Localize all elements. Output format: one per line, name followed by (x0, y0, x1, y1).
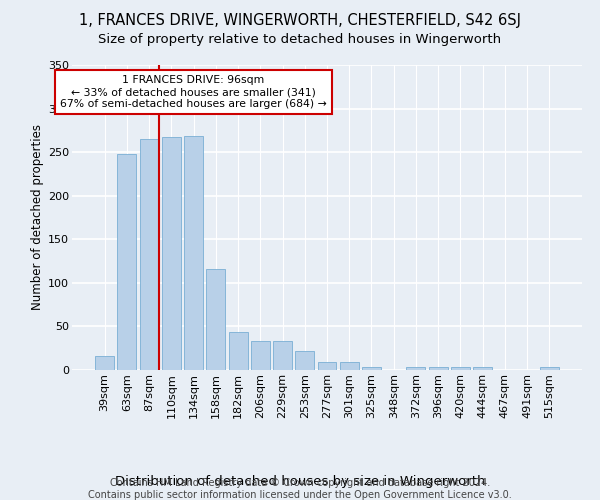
Bar (251, 341, 270, 370)
Text: 1 FRANCES DRIVE: 96sqm
← 33% of detached houses are smaller (341)
67% of semi-de: 1 FRANCES DRIVE: 96sqm ← 33% of detached… (60, 76, 327, 108)
Text: 1, FRANCES DRIVE, WINGERWORTH, CHESTERFIELD, S42 6SJ: 1, FRANCES DRIVE, WINGERWORTH, CHESTERFI… (79, 12, 521, 28)
Bar (340, 362, 359, 370)
Bar (184, 136, 203, 370)
Bar (118, 154, 136, 370)
Bar (206, 269, 225, 370)
Bar (273, 341, 292, 370)
Text: Contains HM Land Registry data © Crown copyright and database right 2024.
Contai: Contains HM Land Registry data © Crown c… (88, 478, 512, 500)
Bar (295, 351, 314, 370)
Bar (451, 366, 470, 370)
Text: Size of property relative to detached houses in Wingerworth: Size of property relative to detached ho… (98, 32, 502, 46)
Y-axis label: Number of detached properties: Number of detached properties (31, 124, 44, 310)
Bar (317, 362, 337, 370)
Bar (406, 368, 425, 370)
Bar (162, 138, 181, 370)
Text: Distribution of detached houses by size in Wingerworth: Distribution of detached houses by size … (115, 474, 485, 488)
Bar (229, 332, 248, 370)
Bar (362, 368, 381, 370)
Bar (473, 368, 492, 370)
Bar (540, 368, 559, 370)
Bar (429, 366, 448, 370)
Bar (140, 139, 158, 370)
Bar (95, 356, 114, 370)
